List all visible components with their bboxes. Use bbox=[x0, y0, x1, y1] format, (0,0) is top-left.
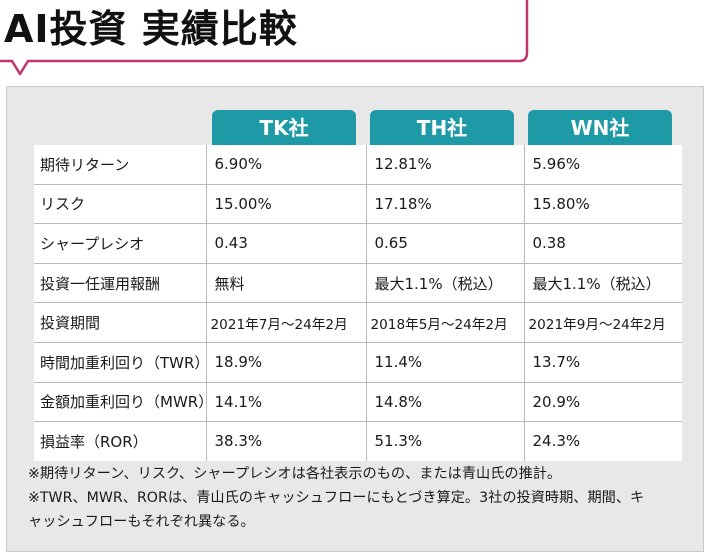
row-label: リスク bbox=[34, 184, 207, 225]
table-row: リスク 15.00% 17.18% 15.80% bbox=[34, 184, 682, 225]
footnotes: ※期待リターン、リスク、シャープレシオは各社表示のもの、または青山氏の推計。 ※… bbox=[28, 462, 698, 534]
table-cell: 0.65 bbox=[366, 223, 525, 264]
footnote-line: ャッシュフローもそれぞれ異なる。 bbox=[28, 514, 255, 530]
table-cell: 13.7% bbox=[524, 342, 682, 383]
table-cell: 6.90% bbox=[206, 145, 367, 185]
table-row: 投資期間 2021年7月～24年2月 2018年5月～24年2月 2021年9月… bbox=[34, 302, 682, 343]
table-cell: 14.8% bbox=[366, 382, 525, 423]
table-cell: 15.00% bbox=[206, 184, 367, 225]
column-header-th: TH社 bbox=[370, 110, 514, 146]
title-callout-frame bbox=[0, 0, 529, 76]
table-row: シャープレシオ 0.43 0.65 0.38 bbox=[34, 223, 682, 264]
table-cell: 11.4% bbox=[366, 342, 525, 383]
row-label: 時間加重利回り（TWR） bbox=[34, 342, 207, 383]
column-header-tk: TK社 bbox=[212, 110, 356, 146]
table-cell: 0.43 bbox=[206, 223, 367, 264]
footnote-line: ※期待リターン、リスク、シャープレシオは各社表示のもの、または青山氏の推計。 bbox=[28, 466, 562, 482]
table-cell: 12.81% bbox=[366, 145, 525, 185]
table-cell: 15.80% bbox=[524, 184, 682, 225]
column-header-wn: WN社 bbox=[528, 110, 672, 146]
table-cell: 最大1.1%（税込） bbox=[524, 263, 682, 304]
row-label: 金額加重利回り（MWR） bbox=[34, 382, 207, 423]
table-cell: 17.18% bbox=[366, 184, 525, 225]
footnote-line: ※TWR、MWR、RORは、青山氏のキャッシュフローにもとづき算定。3社の投資時… bbox=[28, 490, 645, 506]
table-row: 時間加重利回り（TWR） 18.9% 11.4% 13.7% bbox=[34, 342, 682, 383]
table-cell: 51.3% bbox=[366, 421, 525, 461]
table-cell: 2021年7月～24年2月 bbox=[206, 302, 367, 343]
table-cell: 2021年9月～24年2月 bbox=[524, 302, 682, 343]
page-title: AI投資 実績比較 bbox=[4, 7, 298, 51]
table-cell: 24.3% bbox=[532, 432, 581, 451]
row-label: シャープレシオ bbox=[34, 223, 207, 264]
table-row: 期待リターン 6.90% 12.81% 5.96% bbox=[34, 145, 682, 185]
table-row: 投資一任運用報酬 無料 最大1.1%（税込） 最大1.1%（税込） bbox=[34, 263, 682, 304]
table-cell: 2018年5月～24年2月 bbox=[366, 302, 525, 343]
comparison-table: 期待リターン 6.90% 12.81% 5.96% リスク 15.00% 17.… bbox=[34, 145, 682, 461]
table-cell: 無料 bbox=[206, 263, 367, 304]
row-label: 期待リターン bbox=[34, 145, 207, 185]
table-cell: 0.38 bbox=[524, 223, 682, 264]
table-row: 損益率（ROR） 38.3% 51.3% 24.3% bbox=[34, 421, 682, 461]
table-cell: 最大1.1%（税込） bbox=[366, 263, 525, 304]
table-cell: 38.3% bbox=[206, 421, 367, 461]
row-label: 損益率（ROR） bbox=[34, 421, 207, 461]
table-row: 金額加重利回り（MWR） 14.1% 14.8% 20.9% bbox=[34, 382, 682, 423]
table-cell: 20.9% bbox=[524, 382, 682, 423]
table-cell: 18.9% bbox=[206, 342, 367, 383]
table-cell: 5.96% bbox=[524, 145, 682, 185]
row-label: 投資一任運用報酬 bbox=[34, 263, 207, 304]
table-cell: 14.1% bbox=[206, 382, 367, 423]
row-label: 投資期間 bbox=[34, 302, 207, 343]
